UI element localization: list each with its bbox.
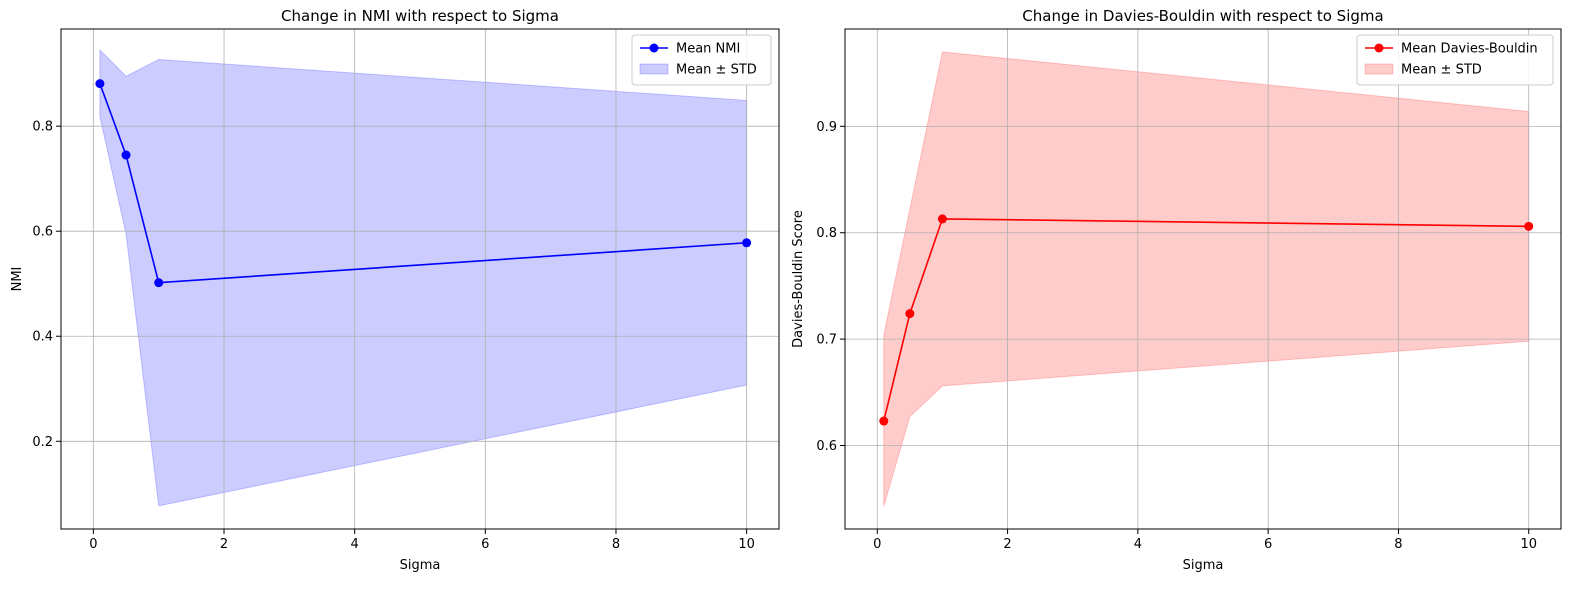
x-tick-label: 10 bbox=[1520, 537, 1537, 552]
chart-title: Change in NMI with respect to Sigma bbox=[281, 7, 559, 25]
data-point bbox=[742, 238, 752, 248]
y-tick-label: 0.8 bbox=[816, 226, 837, 241]
x-tick-label: 0 bbox=[873, 537, 881, 552]
x-tick-label: 10 bbox=[738, 537, 755, 552]
legend-label-band: Mean ± STD bbox=[1401, 63, 1482, 78]
legend-label-series: Mean NMI bbox=[676, 42, 740, 57]
y-tick-label: 0.6 bbox=[32, 225, 53, 240]
x-axis-label: Sigma bbox=[1183, 558, 1224, 573]
series-line bbox=[99, 83, 747, 284]
legend-band-swatch bbox=[1364, 63, 1394, 75]
x-tick-label: 0 bbox=[89, 537, 97, 552]
data-point bbox=[95, 79, 105, 89]
y-tick-label: 0.4 bbox=[32, 330, 53, 345]
data-point bbox=[154, 278, 164, 288]
y-tick-label: 0.9 bbox=[816, 120, 837, 135]
data-point bbox=[1524, 221, 1534, 231]
legend-band-swatch bbox=[639, 63, 669, 75]
legend: Mean Davies-Bouldin Mean ± STD bbox=[1356, 34, 1554, 86]
axes-frame bbox=[60, 28, 780, 530]
chart-2: 0 2 4 6 8 10 0.6 0.7 0.8 0.9 Change in Davies-Boul… bbox=[791, 7, 1562, 573]
axes-frame bbox=[844, 28, 1562, 530]
legend: Mean NMI Mean ± STD bbox=[631, 34, 772, 86]
x-axis-label: Sigma bbox=[400, 558, 441, 573]
x-tick-label: 4 bbox=[351, 537, 359, 552]
x-tick-label: 2 bbox=[1003, 537, 1011, 552]
legend-marker-swatch bbox=[649, 43, 659, 53]
y-tick-label: 0.8 bbox=[32, 120, 53, 135]
series-line bbox=[883, 218, 1529, 422]
x-tick-label: 8 bbox=[1394, 537, 1402, 552]
x-tick-label: 8 bbox=[612, 537, 620, 552]
legend-marker-swatch bbox=[1374, 43, 1384, 53]
data-point bbox=[905, 309, 915, 319]
y-tick-label: 0.2 bbox=[32, 435, 53, 450]
x-tick-label: 2 bbox=[220, 537, 228, 552]
data-point bbox=[121, 150, 131, 160]
y-axis-label: Davies-Bouldin Score bbox=[791, 210, 806, 348]
y-tick-label: 0.6 bbox=[816, 439, 837, 454]
legend-label-band: Mean ± STD bbox=[676, 63, 757, 78]
chart-1: 0 2 4 6 8 10 0.2 0.4 0.6 0.8 Change in NMI with re… bbox=[10, 7, 780, 573]
plot-area bbox=[61, 29, 779, 529]
chart-title: Change in Davies-Bouldin with respect to… bbox=[1022, 7, 1383, 25]
y-tick-label: 0.7 bbox=[816, 333, 837, 348]
x-tick-label: 4 bbox=[1134, 537, 1142, 552]
legend-box bbox=[1356, 34, 1554, 86]
y-axis-label: NMI bbox=[10, 267, 25, 292]
data-point bbox=[937, 214, 947, 224]
x-tick-label: 6 bbox=[481, 537, 489, 552]
data-point bbox=[879, 416, 889, 426]
x-tick-label: 6 bbox=[1264, 537, 1272, 552]
legend-label-series: Mean Davies-Bouldin bbox=[1401, 42, 1538, 57]
